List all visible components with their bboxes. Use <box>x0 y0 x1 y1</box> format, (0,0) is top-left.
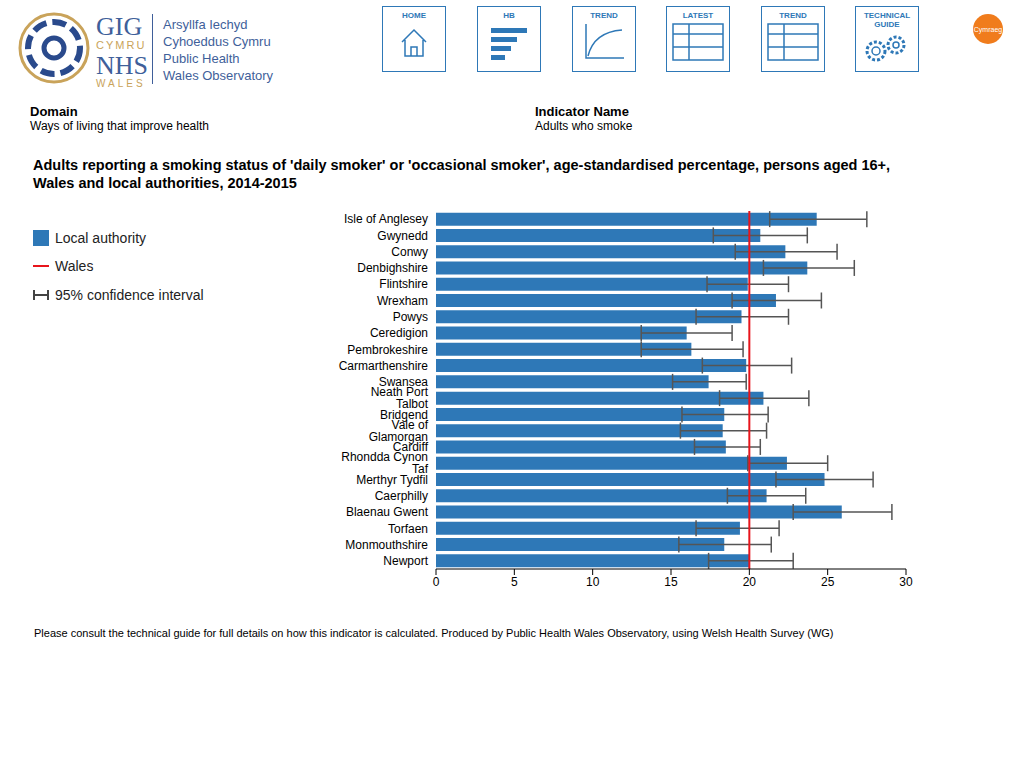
svg-text:Wrexham: Wrexham <box>377 294 428 308</box>
svg-text:Caerphilly: Caerphilly <box>375 489 428 503</box>
svg-text:Flintshire: Flintshire <box>379 277 428 291</box>
svg-text:20: 20 <box>743 575 757 589</box>
svg-text:Monmouthshire: Monmouthshire <box>345 538 428 552</box>
svg-text:Ceredigion: Ceredigion <box>370 326 428 340</box>
svg-text:Carmarthenshire: Carmarthenshire <box>339 359 429 373</box>
svg-text:Denbighshire: Denbighshire <box>357 261 428 275</box>
svg-text:10: 10 <box>586 575 600 589</box>
svg-text:15: 15 <box>664 575 678 589</box>
svg-text:Torfaen: Torfaen <box>388 522 428 536</box>
svg-text:Gwynedd: Gwynedd <box>377 229 428 243</box>
svg-text:Pembrokeshire: Pembrokeshire <box>347 343 428 357</box>
svg-text:Isle of Anglesey: Isle of Anglesey <box>344 212 428 226</box>
svg-text:25: 25 <box>821 575 835 589</box>
svg-text:Newport: Newport <box>383 554 428 568</box>
svg-text:5: 5 <box>511 575 518 589</box>
svg-text:Conwy: Conwy <box>391 245 428 259</box>
svg-text:0: 0 <box>433 575 440 589</box>
svg-text:Blaenau Gwent: Blaenau Gwent <box>346 505 429 519</box>
svg-text:Powys: Powys <box>393 310 428 324</box>
svg-text:30: 30 <box>899 575 913 589</box>
svg-text:Merthyr Tydfil: Merthyr Tydfil <box>356 473 428 487</box>
